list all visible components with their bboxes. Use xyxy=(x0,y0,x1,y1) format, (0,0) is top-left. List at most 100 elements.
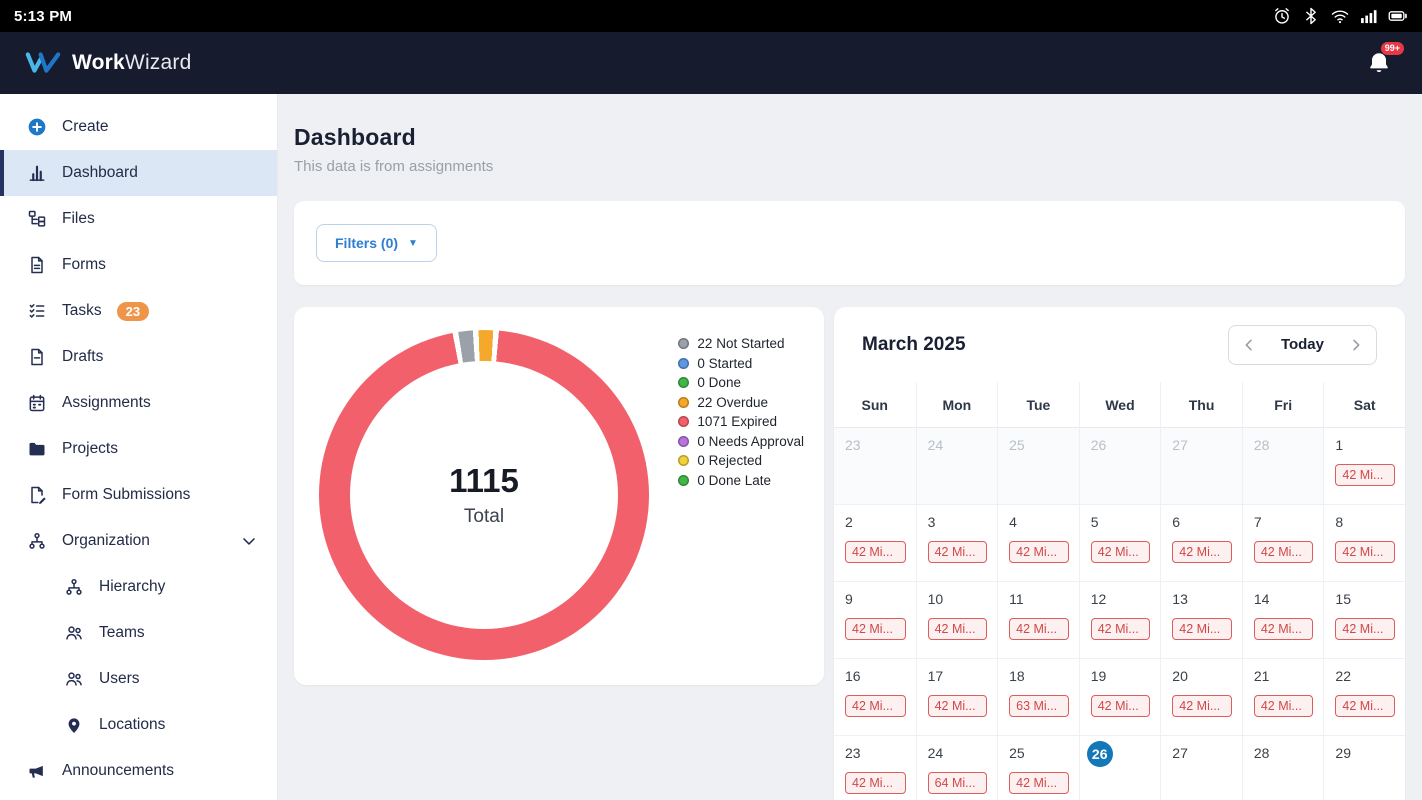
sidebar-item-users[interactable]: Users xyxy=(0,656,277,702)
calendar-date: 2 xyxy=(845,514,853,530)
calendar-day-cell[interactable]: 2 42 Mi... xyxy=(834,505,916,582)
sidebar-item-label: Locations xyxy=(99,716,166,733)
sidebar-item-create[interactable]: Create xyxy=(0,104,277,150)
calendar-day-cell[interactable]: 11 42 Mi... xyxy=(997,582,1079,659)
calendar-day-cell[interactable]: 23 42 Mi... xyxy=(834,736,916,800)
calendar-day-cell[interactable]: 1 42 Mi... xyxy=(1323,428,1405,505)
calendar-day-cell[interactable]: 20 42 Mi... xyxy=(1160,659,1242,736)
calendar-day-cell[interactable]: 29 xyxy=(1323,736,1405,800)
sidebar-item-teams[interactable]: Teams xyxy=(0,610,277,656)
calendar-day-cell[interactable]: 3 42 Mi... xyxy=(915,505,998,582)
calendar-day-cell[interactable]: 22 42 Mi... xyxy=(1323,659,1405,736)
calendar-event-badge[interactable]: 42 Mi... xyxy=(1253,618,1314,640)
calendar-event-badge[interactable]: 42 Mi... xyxy=(1335,695,1395,717)
calendar-day-cell[interactable]: 7 42 Mi... xyxy=(1241,505,1324,582)
pin-icon xyxy=(64,715,84,735)
calendar-day-cell[interactable]: 24 64 Mi... xyxy=(915,736,998,800)
prev-month-button[interactable] xyxy=(1229,326,1269,364)
calendar-day-cell[interactable]: 9 42 Mi... xyxy=(834,582,916,659)
calendar-event-badge[interactable]: 42 Mi... xyxy=(845,695,906,717)
calendar-day-cell[interactable]: 25 xyxy=(997,428,1079,505)
legend-item: 0 Done xyxy=(678,375,804,390)
day-of-week-header: Wed xyxy=(1078,382,1161,428)
calendar-day-cell[interactable]: 10 42 Mi... xyxy=(915,582,998,659)
status-time: 5:13 PM xyxy=(14,7,73,25)
calendar-day-cell[interactable]: 4 42 Mi... xyxy=(997,505,1079,582)
calendar-day-cell[interactable]: 25 42 Mi... xyxy=(997,736,1079,800)
legend-color-dot xyxy=(678,455,690,466)
calendar-day-cell[interactable]: 18 63 Mi... xyxy=(997,659,1079,736)
sidebar-item-locations[interactable]: Locations xyxy=(0,702,277,748)
calendar-event-badge[interactable]: 64 Mi... xyxy=(927,772,988,794)
sidebar-item-announcements[interactable]: Announcements xyxy=(0,748,277,794)
legend-item: 22 Overdue xyxy=(678,395,804,410)
calendar-event-badge[interactable]: 42 Mi... xyxy=(927,695,988,717)
calendar-day-cell[interactable]: 28 xyxy=(1241,736,1324,800)
calendar-day-cell[interactable]: 16 42 Mi... xyxy=(834,659,916,736)
next-month-button[interactable] xyxy=(1336,326,1376,364)
calendar-day-cell[interactable]: 19 42 Mi... xyxy=(1078,659,1161,736)
sidebar-item-assignments[interactable]: Assignments xyxy=(0,380,277,426)
calendar-event-badge[interactable]: 42 Mi... xyxy=(1090,618,1151,640)
calendar-day-cell[interactable]: 14 42 Mi... xyxy=(1241,582,1324,659)
notification-bell[interactable]: 99+ xyxy=(1362,42,1404,80)
calendar-event-badge[interactable]: 42 Mi... xyxy=(1335,541,1395,563)
calendar-event-badge[interactable]: 42 Mi... xyxy=(1172,618,1232,640)
calendar-event-badge[interactable]: 42 Mi... xyxy=(1335,464,1395,486)
sidebar-item-label: Files xyxy=(62,210,95,227)
donut-chart: 1115 Total xyxy=(319,330,649,660)
calendar-day-cell[interactable]: 27 xyxy=(1160,736,1242,800)
calendar-day-cell[interactable]: 27 xyxy=(1160,428,1242,505)
calendar-event-badge[interactable]: 42 Mi... xyxy=(1090,541,1151,563)
calendar-day-cell[interactable]: 5 42 Mi... xyxy=(1078,505,1161,582)
calendar-day-cell[interactable]: 21 42 Mi... xyxy=(1241,659,1324,736)
calendar-event-badge[interactable]: 42 Mi... xyxy=(845,541,906,563)
calendar-event-badge[interactable]: 42 Mi... xyxy=(1172,541,1232,563)
sidebar-item-files[interactable]: Files xyxy=(0,196,277,242)
calendar-nav: Today xyxy=(1227,324,1377,365)
calendar-day-cell[interactable]: 28 xyxy=(1241,428,1324,505)
calendar-event-badge[interactable]: 63 Mi... xyxy=(1009,695,1069,717)
calendar-event-badge[interactable]: 42 Mi... xyxy=(1009,772,1069,794)
sidebar-item-dashboard[interactable]: Dashboard xyxy=(0,150,277,196)
legend-label: 0 Started xyxy=(697,355,753,371)
calendar-header: March 2025 Today xyxy=(834,307,1405,382)
calendar-event-badge[interactable]: 42 Mi... xyxy=(1090,695,1151,717)
calendar-day-cell[interactable]: 17 42 Mi... xyxy=(915,659,998,736)
calendar-event-badge[interactable]: 42 Mi... xyxy=(1335,618,1395,640)
calendar-event-badge[interactable]: 42 Mi... xyxy=(845,618,906,640)
today-button[interactable]: Today xyxy=(1269,326,1336,364)
calendar-day-cell[interactable]: 12 42 Mi... xyxy=(1078,582,1161,659)
calendar-day-cell[interactable]: 6 42 Mi... xyxy=(1160,505,1242,582)
calendar-date: 25 xyxy=(1009,745,1025,761)
calendar-event-badge[interactable]: 42 Mi... xyxy=(1253,695,1314,717)
status-bar: 5:13 PM xyxy=(0,0,1422,32)
calendar-day-cell[interactable]: 26 xyxy=(1078,428,1161,505)
calendar-day-cell[interactable]: 13 42 Mi... xyxy=(1160,582,1242,659)
calendar-event-badge[interactable]: 42 Mi... xyxy=(845,772,906,794)
calendar-event-badge[interactable]: 42 Mi... xyxy=(1009,541,1069,563)
legend-item: 0 Started xyxy=(678,356,804,371)
sidebar-item-projects[interactable]: Projects xyxy=(0,426,277,472)
calendar-event-badge[interactable]: 42 Mi... xyxy=(1172,695,1232,717)
calendar-event-badge[interactable]: 42 Mi... xyxy=(927,541,988,563)
sidebar-item-forms[interactable]: Forms xyxy=(0,242,277,288)
calendar-today-date: 26 xyxy=(1086,741,1113,767)
calendar-day-cell[interactable]: 15 42 Mi... xyxy=(1323,582,1405,659)
filters-button[interactable]: Filters (0) ▼ xyxy=(316,224,437,262)
calendar-day-cell[interactable]: 26 xyxy=(1078,736,1161,800)
bluetooth-icon xyxy=(1301,6,1321,26)
sidebar-item-organization[interactable]: Organization xyxy=(0,518,277,564)
org-icon xyxy=(27,531,47,551)
sidebar-item-tasks[interactable]: Tasks 23 xyxy=(0,288,277,334)
calendar-day-cell[interactable]: 24 xyxy=(915,428,998,505)
calendar-day-cell[interactable]: 8 42 Mi... xyxy=(1323,505,1405,582)
calendar-event-badge[interactable]: 42 Mi... xyxy=(1009,618,1069,640)
sidebar-item-drafts[interactable]: Drafts xyxy=(0,334,277,380)
calendar-event-badge[interactable]: 42 Mi... xyxy=(1253,541,1314,563)
calendar-event-badge[interactable]: 42 Mi... xyxy=(927,618,988,640)
sidebar-item-form-submissions[interactable]: Form Submissions xyxy=(0,472,277,518)
calendar-date: 3 xyxy=(927,514,936,530)
sidebar-item-hierarchy[interactable]: Hierarchy xyxy=(0,564,277,610)
calendar-day-cell[interactable]: 23 xyxy=(834,428,916,505)
